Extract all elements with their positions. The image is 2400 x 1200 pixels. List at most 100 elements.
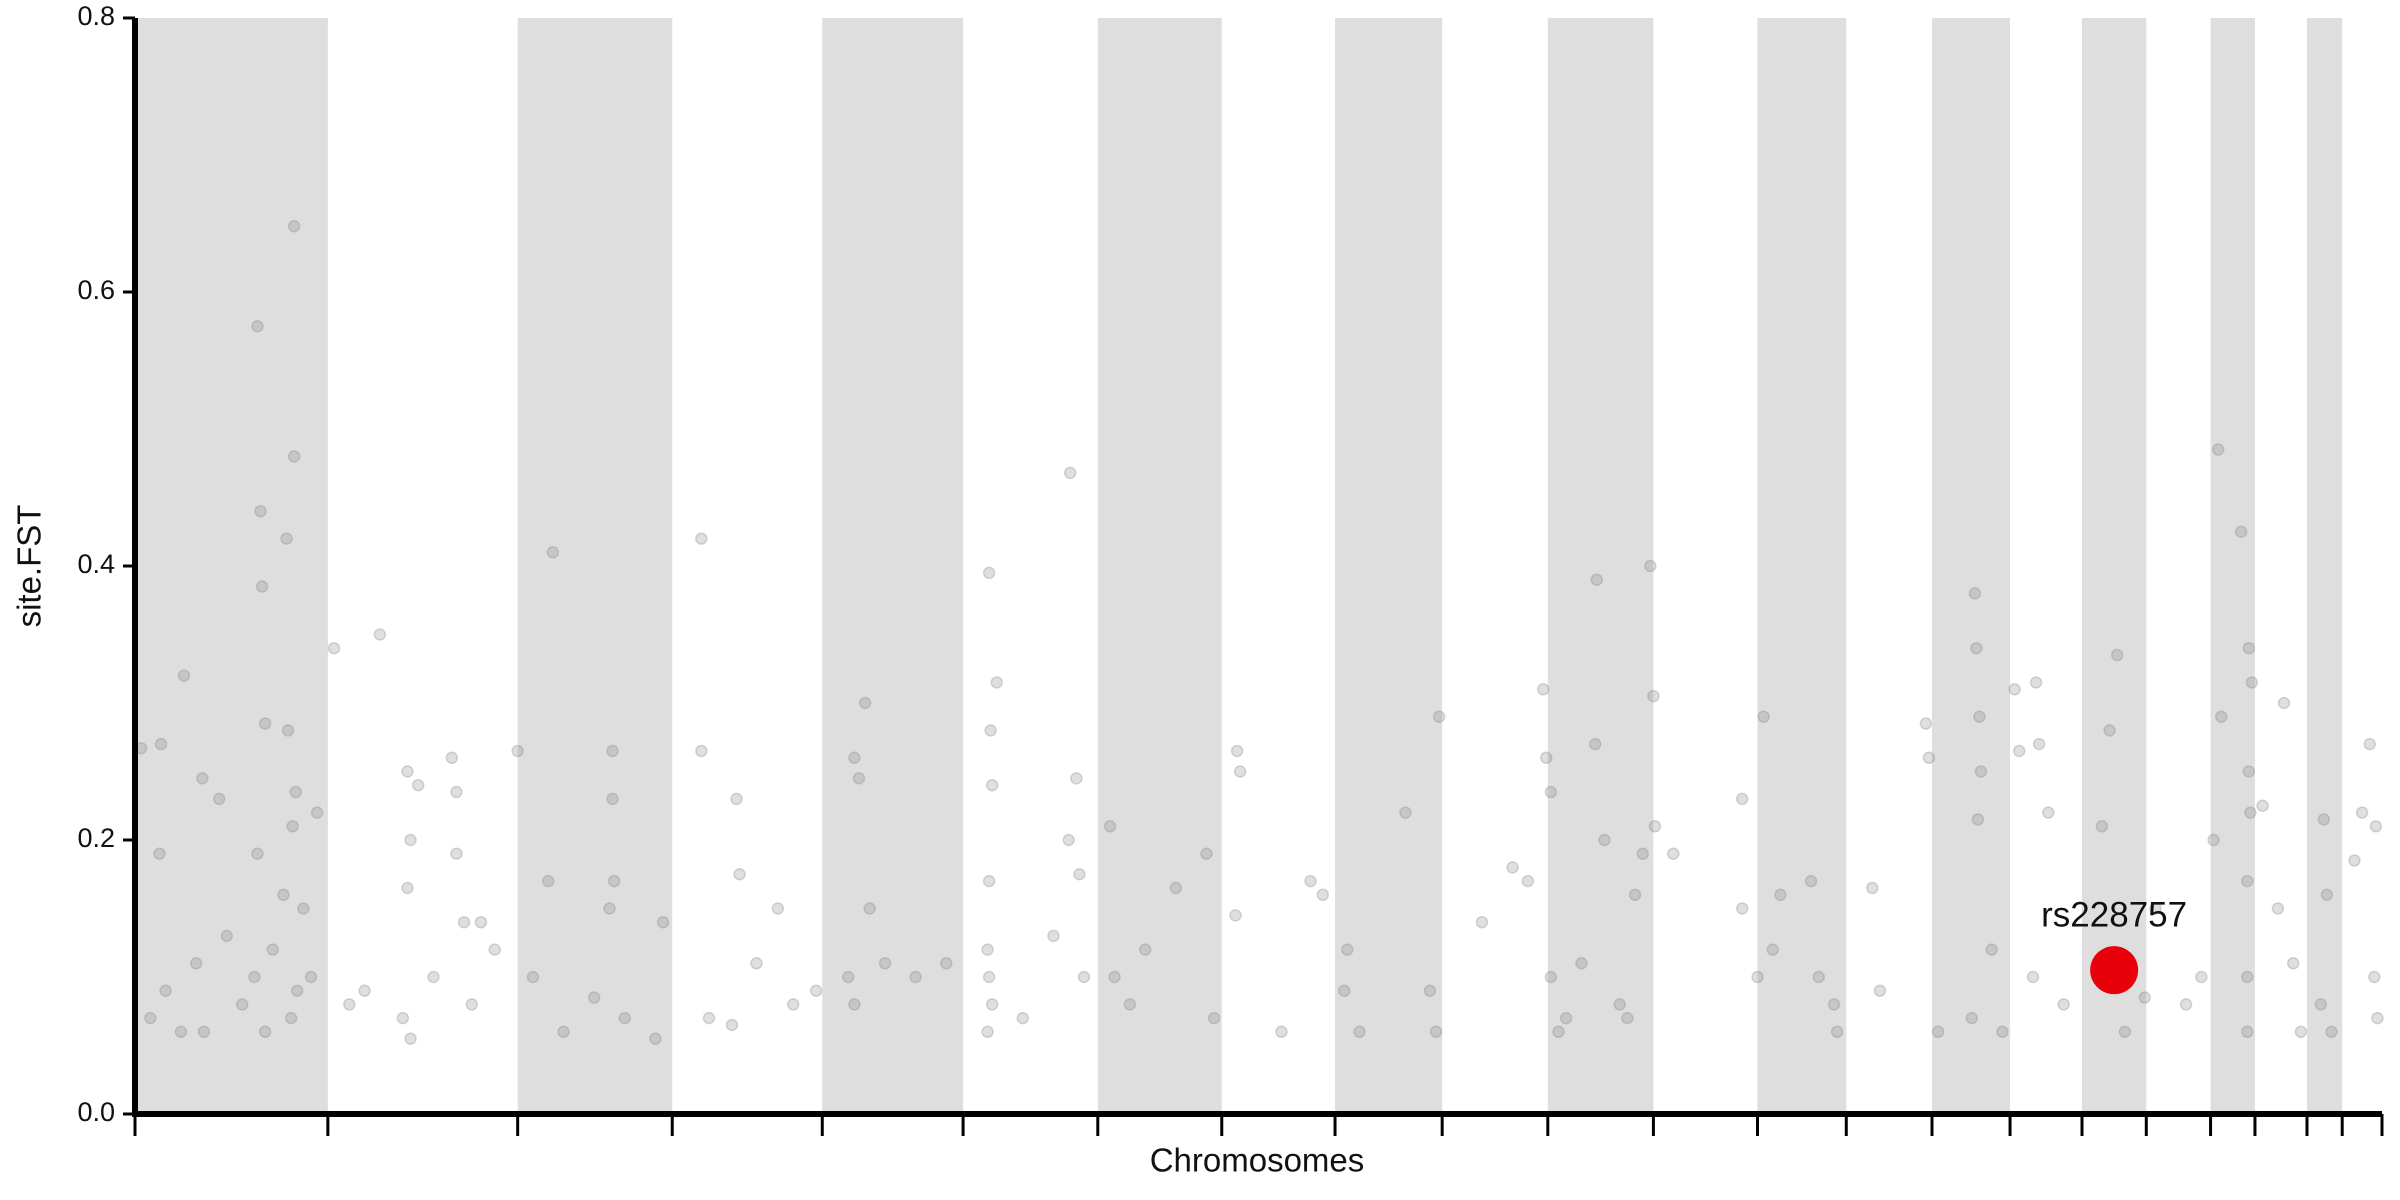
- snp-point: [1552, 1025, 1565, 1039]
- snp-point: [985, 778, 999, 792]
- snp-point: [1399, 806, 1412, 819]
- snp-point: [2369, 820, 2383, 833]
- snp-point: [450, 785, 463, 799]
- snp-point: [1423, 984, 1437, 997]
- snp-point: [2245, 676, 2259, 689]
- snp-point: [1628, 888, 1642, 902]
- snp-point: [546, 546, 560, 559]
- x-axis-label: Chromosomes: [1150, 1142, 1365, 1179]
- snp-point: [1207, 1011, 1221, 1025]
- chromosome-band: [2210, 18, 2255, 1114]
- y-tick-label: 0.6: [77, 275, 115, 305]
- snp-point: [220, 929, 234, 943]
- snp-point: [297, 902, 310, 915]
- snp-point: [2277, 696, 2291, 710]
- snp-point: [255, 580, 269, 593]
- chromosome-band: [1931, 18, 2011, 1114]
- snp-point: [235, 998, 249, 1011]
- snp-point: [1230, 744, 1244, 758]
- snp-point: [1070, 772, 1083, 785]
- snp-point: [474, 915, 488, 929]
- snp-point: [401, 765, 414, 778]
- snp-point: [251, 320, 264, 333]
- snp-point: [1830, 1025, 1844, 1039]
- snp-point: [1873, 984, 1887, 997]
- chromosome-band: [822, 18, 964, 1114]
- snp-point: [2138, 991, 2151, 1004]
- snp-point: [618, 1011, 632, 1025]
- snp-point: [1598, 833, 1611, 847]
- snp-point: [984, 724, 997, 737]
- snp-point: [327, 641, 341, 655]
- snp-point: [1429, 1025, 1443, 1039]
- snp-point: [1971, 813, 1985, 826]
- snp-point: [2348, 854, 2361, 867]
- snp-point: [266, 943, 280, 956]
- snp-point: [2234, 525, 2248, 538]
- snp-point: [1016, 1011, 1030, 1025]
- snp-point: [939, 957, 953, 970]
- snp-point: [310, 806, 324, 819]
- snp-point: [174, 1025, 188, 1039]
- snp-point: [1922, 751, 1936, 765]
- snp-point: [280, 532, 293, 545]
- snp-point: [982, 970, 996, 984]
- snp-point: [1544, 785, 1558, 799]
- snp-point: [251, 847, 264, 860]
- snp-point: [2317, 813, 2331, 826]
- snp-point: [1621, 1011, 1634, 1025]
- snp-point: [287, 450, 301, 463]
- snp-point: [1931, 1025, 1945, 1039]
- snp-point: [258, 717, 272, 730]
- snp-point: [373, 628, 387, 641]
- snp-point: [2008, 683, 2021, 696]
- snp-point: [1812, 970, 1825, 984]
- snp-point: [587, 991, 601, 1004]
- snp-point: [212, 792, 226, 806]
- snp-point: [2355, 806, 2369, 819]
- snp-point: [1766, 943, 1780, 956]
- snp-point: [863, 902, 876, 915]
- snp-point: [1337, 984, 1351, 997]
- snp-point: [396, 1011, 410, 1025]
- snp-point: [702, 1011, 716, 1025]
- snp-point: [2215, 710, 2228, 723]
- snp-point: [1588, 737, 1602, 751]
- snp-point: [1751, 970, 1764, 984]
- snp-point: [1647, 689, 1660, 703]
- snp-point: [1965, 1011, 1979, 1025]
- snp-point: [1544, 970, 1558, 984]
- snp-point: [1970, 641, 1983, 655]
- snp-point: [2032, 737, 2046, 751]
- snp-point: [1047, 929, 1060, 943]
- y-axis-label: site.FST: [11, 505, 48, 628]
- snp-point: [733, 868, 746, 881]
- snp-point: [878, 957, 892, 970]
- snp-point: [1644, 559, 1657, 573]
- snp-point: [1648, 820, 1662, 833]
- chromosome-band: [2306, 18, 2343, 1114]
- chromosome-band: [1757, 18, 1847, 1114]
- snp-point: [290, 984, 304, 997]
- y-tick-label: 0.2: [77, 823, 115, 853]
- snp-point: [990, 676, 1004, 689]
- snp-point: [2012, 744, 2026, 758]
- snp-point: [2179, 998, 2193, 1011]
- snp-point: [1974, 765, 1988, 778]
- snp-point: [1774, 888, 1787, 902]
- snp-point: [1077, 970, 1091, 984]
- snp-point: [153, 847, 166, 860]
- chromosome-band: [2081, 18, 2147, 1114]
- snp-point: [457, 915, 471, 929]
- snp-point: [2294, 1025, 2308, 1039]
- y-tick-label: 0.0: [77, 1097, 115, 1127]
- chromosome-band: [517, 18, 673, 1114]
- snp-point: [2026, 970, 2040, 984]
- snp-point: [852, 772, 866, 785]
- snp-point: [254, 504, 267, 518]
- snp-point: [2368, 970, 2381, 984]
- snp-point: [2241, 970, 2254, 984]
- y-tick-label: 0.4: [77, 549, 115, 579]
- snp-point: [982, 566, 996, 580]
